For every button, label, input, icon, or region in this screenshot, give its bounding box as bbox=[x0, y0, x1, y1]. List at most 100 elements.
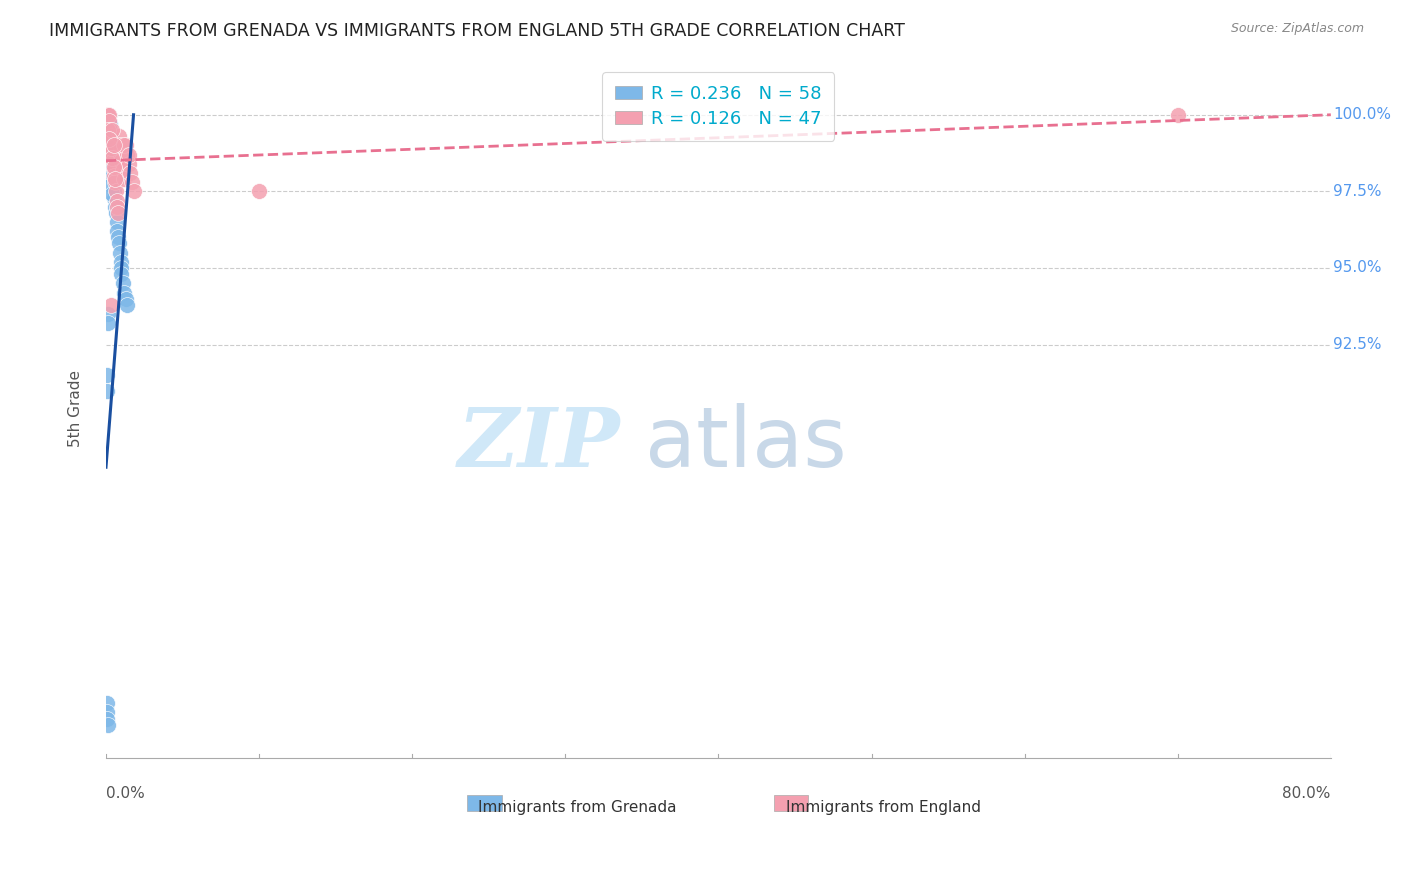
Point bbox=[104, 185, 127, 199]
Point bbox=[103, 169, 125, 183]
Point bbox=[98, 117, 121, 131]
Point bbox=[110, 153, 132, 168]
Point bbox=[108, 236, 131, 251]
Point bbox=[96, 132, 118, 146]
Point bbox=[100, 145, 122, 159]
Point bbox=[112, 138, 135, 153]
Text: 97.5%: 97.5% bbox=[1333, 184, 1382, 199]
Point bbox=[103, 163, 125, 178]
Point bbox=[96, 108, 118, 122]
Point bbox=[107, 224, 129, 238]
Point bbox=[118, 157, 141, 171]
Point bbox=[100, 169, 122, 183]
Point bbox=[97, 316, 120, 330]
Point bbox=[101, 160, 124, 174]
Point bbox=[110, 147, 132, 161]
Point bbox=[101, 169, 124, 183]
Text: 92.5%: 92.5% bbox=[1333, 337, 1382, 352]
Point bbox=[97, 108, 120, 122]
Point bbox=[96, 108, 118, 122]
Point bbox=[100, 129, 122, 144]
Point bbox=[98, 114, 121, 128]
Text: ZIP: ZIP bbox=[458, 404, 620, 484]
Text: 80.0%: 80.0% bbox=[1282, 787, 1331, 801]
Point bbox=[97, 108, 120, 122]
Point bbox=[107, 200, 129, 214]
Point bbox=[96, 108, 118, 122]
Point bbox=[101, 123, 124, 137]
Point bbox=[1167, 108, 1189, 122]
Point bbox=[117, 147, 139, 161]
Point bbox=[100, 153, 122, 168]
Point bbox=[103, 185, 125, 199]
Point bbox=[101, 151, 124, 165]
Point bbox=[103, 175, 125, 189]
Point bbox=[103, 160, 125, 174]
Text: 95.0%: 95.0% bbox=[1333, 260, 1382, 276]
Point bbox=[115, 138, 138, 153]
Point bbox=[112, 172, 135, 186]
Point bbox=[96, 108, 118, 122]
Point bbox=[101, 187, 124, 202]
Point bbox=[96, 108, 118, 122]
Point bbox=[96, 712, 118, 726]
Point bbox=[96, 108, 118, 122]
Point bbox=[104, 200, 127, 214]
Point bbox=[100, 138, 122, 153]
Point bbox=[98, 108, 121, 122]
FancyBboxPatch shape bbox=[467, 796, 502, 811]
Legend: R = 0.236   N = 58, R = 0.126   N = 47: R = 0.236 N = 58, R = 0.126 N = 47 bbox=[602, 72, 834, 141]
Point bbox=[96, 108, 118, 122]
Point bbox=[97, 141, 120, 155]
Point bbox=[96, 706, 118, 720]
Point bbox=[96, 108, 118, 122]
Point bbox=[97, 108, 120, 122]
Point bbox=[107, 230, 129, 244]
Point bbox=[104, 206, 127, 220]
Text: IMMIGRANTS FROM GRENADA VS IMMIGRANTS FROM ENGLAND 5TH GRADE CORRELATION CHART: IMMIGRANTS FROM GRENADA VS IMMIGRANTS FR… bbox=[49, 22, 905, 40]
Point bbox=[111, 163, 134, 178]
Point bbox=[247, 185, 270, 199]
Point bbox=[98, 160, 121, 174]
Point bbox=[110, 255, 132, 269]
Point bbox=[103, 138, 125, 153]
Text: 5th Grade: 5th Grade bbox=[67, 370, 83, 448]
Point bbox=[105, 194, 128, 208]
Point bbox=[108, 138, 131, 153]
Point bbox=[97, 108, 120, 122]
Point bbox=[104, 175, 127, 189]
Point bbox=[100, 178, 122, 193]
Point bbox=[100, 138, 122, 153]
Text: 100.0%: 100.0% bbox=[1333, 107, 1392, 122]
Point bbox=[96, 717, 118, 731]
Point bbox=[111, 277, 134, 291]
Point bbox=[98, 108, 121, 122]
FancyBboxPatch shape bbox=[773, 796, 808, 811]
Point bbox=[121, 175, 143, 189]
Point bbox=[96, 108, 118, 122]
Point bbox=[96, 696, 118, 710]
Point bbox=[108, 129, 131, 144]
Point bbox=[98, 132, 121, 146]
Point bbox=[105, 215, 128, 229]
Point bbox=[110, 267, 132, 281]
Point bbox=[112, 285, 135, 300]
Point bbox=[97, 108, 120, 122]
Point bbox=[97, 108, 120, 122]
Text: Immigrants from Grenada: Immigrants from Grenada bbox=[478, 800, 676, 815]
Point bbox=[100, 298, 122, 312]
Point bbox=[101, 145, 124, 159]
Text: Source: ZipAtlas.com: Source: ZipAtlas.com bbox=[1230, 22, 1364, 36]
Point bbox=[96, 108, 118, 122]
Point bbox=[98, 151, 121, 165]
Point bbox=[103, 190, 125, 204]
Point bbox=[98, 114, 121, 128]
Point bbox=[98, 132, 121, 146]
Point bbox=[100, 129, 122, 144]
Point bbox=[98, 123, 121, 137]
Text: 0.0%: 0.0% bbox=[105, 787, 145, 801]
Point bbox=[96, 307, 118, 321]
Text: atlas: atlas bbox=[645, 403, 846, 484]
Point bbox=[96, 108, 118, 122]
Point bbox=[122, 185, 145, 199]
